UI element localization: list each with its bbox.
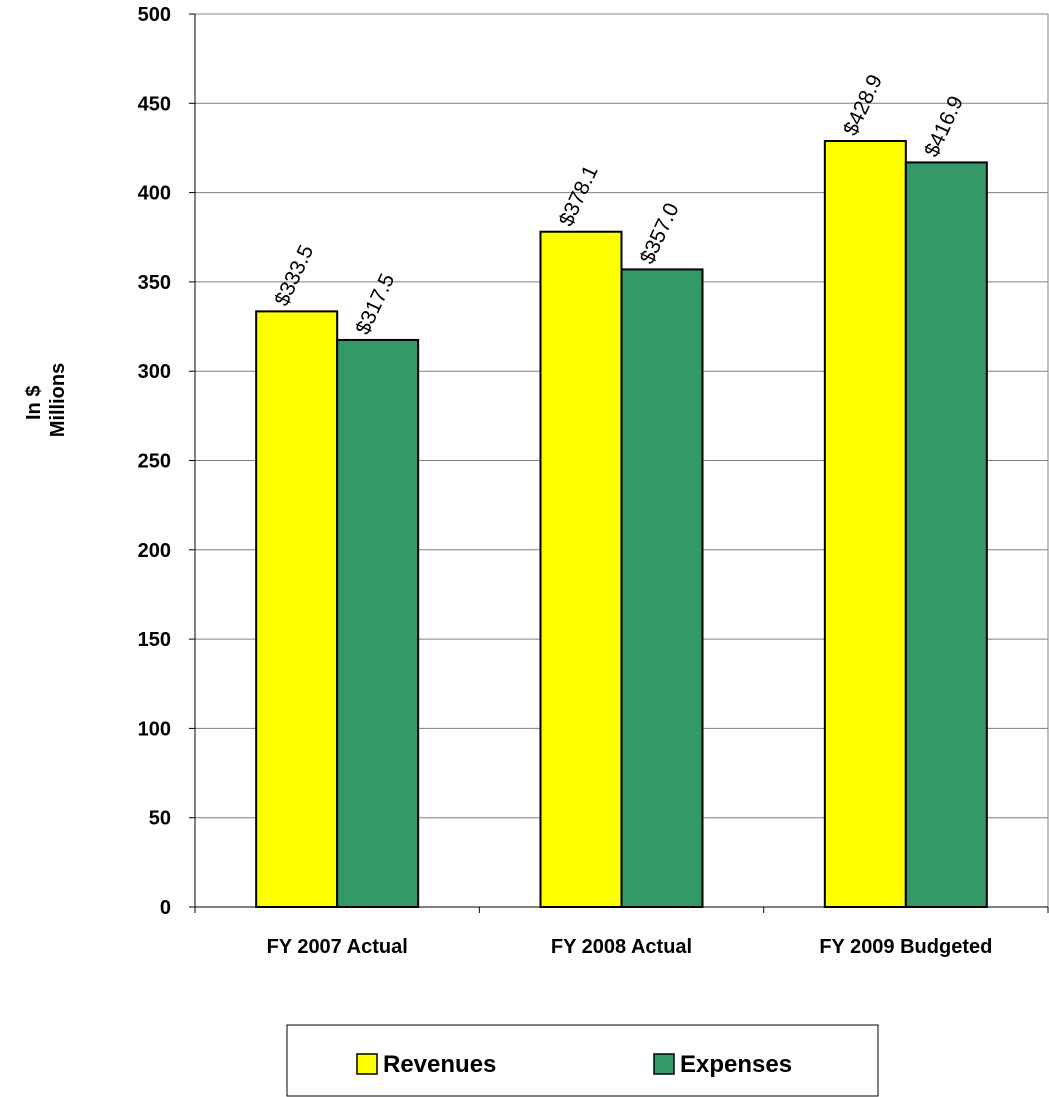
bar-revenues-2 [539, 230, 623, 909]
y-tick-label: 50 [149, 808, 171, 830]
y-tick-label: 400 [138, 183, 171, 205]
y-axis-title-line-1: In $ [23, 386, 45, 420]
bar-expenses-2 [620, 268, 704, 908]
data-label-revenues-2: $378.1 [555, 162, 603, 230]
y-tick-label: 200 [138, 540, 171, 562]
y-tick-label: 500 [138, 4, 171, 26]
bar-revenues-1 [255, 310, 339, 908]
legend: Revenues Expenses [286, 1024, 879, 1097]
y-axis-title-line-2: Millions [47, 363, 69, 437]
legend-label-expenses: Expenses [680, 1051, 792, 1078]
y-axis-ticks: 0 50 100 150 200 250 300 350 400 450 500 [138, 4, 195, 919]
legend-box [286, 1024, 879, 1097]
y-tick-label: 350 [138, 272, 171, 294]
x-category-label: FY 2007 Actual [267, 936, 408, 958]
y-tick-label: 300 [138, 361, 171, 383]
y-axis-title: In $ Millions [23, 363, 69, 437]
x-category-label: FY 2008 Actual [551, 936, 692, 958]
legend-label-revenues: Revenues [383, 1051, 496, 1078]
y-tick-label: 0 [160, 897, 171, 919]
y-tick-label: 250 [138, 451, 171, 473]
bar-expenses-1 [336, 338, 420, 908]
y-tick-label: 150 [138, 629, 171, 651]
bars [255, 139, 988, 909]
data-label-revenues-3: $428.9 [839, 71, 887, 139]
data-label-expenses-2: $357.0 [636, 200, 684, 268]
legend-swatch-expenses [653, 1053, 675, 1075]
x-category-label: FY 2009 Budgeted [819, 936, 992, 958]
bar-expenses-3 [904, 161, 988, 908]
bar-revenues-3 [823, 139, 907, 908]
data-label-expenses-1: $317.5 [351, 270, 399, 338]
data-label-expenses-3: $416.9 [920, 93, 968, 161]
legend-swatch-revenues [356, 1053, 378, 1075]
x-axis-ticks: FY 2007 Actual FY 2008 Actual FY 2009 Budg… [194, 907, 1049, 958]
y-tick-label: 450 [138, 93, 171, 115]
data-label-revenues-1: $333.5 [270, 242, 318, 310]
y-tick-label: 100 [138, 718, 171, 740]
